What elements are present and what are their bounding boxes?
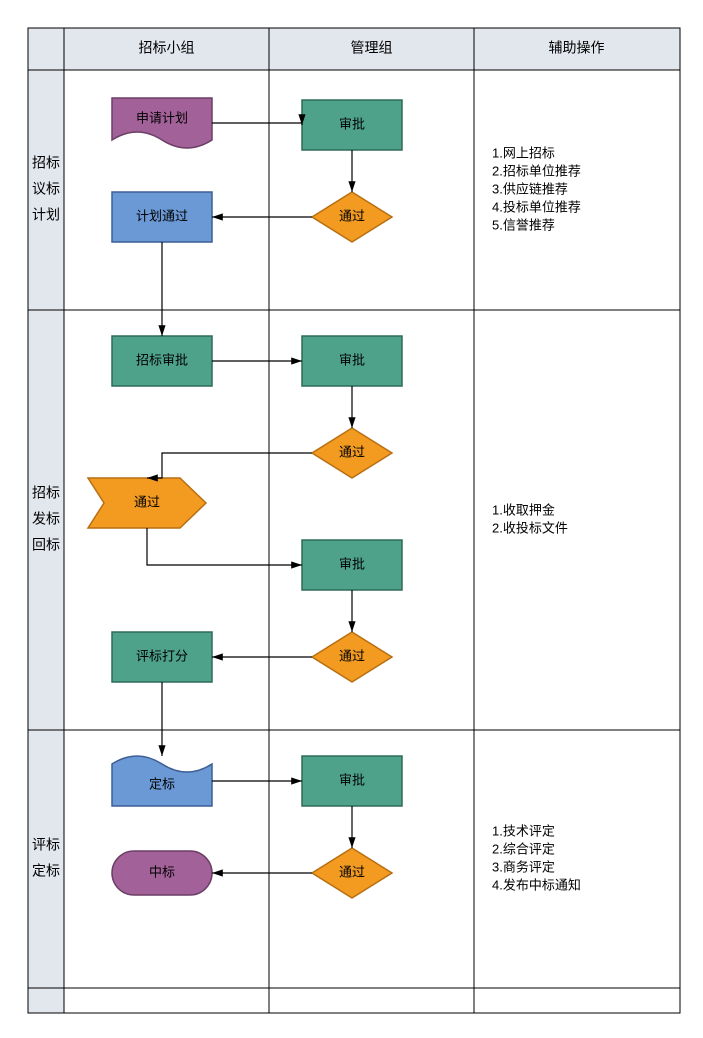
svg-text:通过: 通过 (339, 444, 365, 459)
flow-svg: 招标小组管理组辅助操作招标议标计划招标发标回标评标定标1.网上招标2.招标单位推… (0, 0, 703, 1038)
node-decide: 定标 (112, 756, 212, 806)
svg-text:通过: 通过 (339, 864, 365, 879)
node-score: 评标打分 (112, 632, 212, 682)
node-pass2: 通过 (312, 428, 392, 478)
edge (147, 528, 302, 565)
side-note-line: 5.信誉推荐 (492, 217, 555, 232)
col-header: 管理组 (351, 40, 393, 56)
node-approve2: 审批 (302, 336, 402, 386)
side-note-line: 3.供应链推荐 (492, 181, 568, 196)
node-apply_plan: 申请计划 (112, 98, 212, 148)
side-note-line: 1.收取押金 (492, 502, 555, 517)
side-note-line: 2.综合评定 (492, 841, 555, 856)
row-header-char: 招标 (32, 485, 60, 501)
side-note-line: 1.技术评定 (492, 823, 555, 838)
col-header: 招标小组 (139, 40, 195, 56)
node-pass_arrow: 通过 (88, 478, 206, 528)
node-pass1: 通过 (312, 192, 392, 242)
row-header-char: 评标 (32, 837, 60, 853)
row-header-char: 定标 (32, 863, 60, 879)
svg-text:定标: 定标 (149, 776, 175, 791)
svg-text:申请计划: 申请计划 (136, 110, 188, 125)
side-note-line: 2.收投标文件 (492, 520, 568, 535)
side-note-line: 2.招标单位推荐 (492, 163, 581, 178)
node-win: 中标 (112, 851, 212, 895)
node-approve3: 审批 (302, 540, 402, 590)
svg-text:通过: 通过 (339, 208, 365, 223)
col-header: 辅助操作 (549, 40, 605, 56)
node-approve1: 审批 (302, 100, 402, 150)
row-header-char: 发标 (32, 511, 60, 527)
svg-text:审批: 审批 (339, 772, 365, 787)
svg-text:招标审批: 招标审批 (136, 352, 188, 367)
svg-text:审批: 审批 (339, 556, 365, 571)
row-header-char: 计划 (32, 207, 60, 223)
side-note-line: 4.投标单位推荐 (492, 199, 581, 214)
svg-text:计划通过: 计划通过 (136, 208, 188, 223)
row-header-char: 招标 (32, 155, 60, 171)
node-pass4: 通过 (312, 848, 392, 898)
edge (212, 123, 302, 125)
svg-text:审批: 审批 (339, 352, 365, 367)
row-header-char: 回标 (32, 537, 60, 553)
edge (147, 453, 312, 478)
svg-text:评标打分: 评标打分 (136, 648, 188, 663)
node-approve4: 审批 (302, 756, 402, 806)
node-pass3: 通过 (312, 632, 392, 682)
side-note-line: 3.商务评定 (492, 859, 555, 874)
svg-text:中标: 中标 (149, 864, 175, 879)
node-plan_passed: 计划通过 (112, 192, 212, 242)
row-header-char: 议标 (32, 181, 60, 197)
side-note-line: 1.网上招标 (492, 145, 555, 160)
svg-text:通过: 通过 (339, 648, 365, 663)
svg-text:通过: 通过 (134, 494, 160, 509)
svg-text:审批: 审批 (339, 116, 365, 131)
node-bid_approve: 招标审批 (112, 336, 212, 386)
side-note-line: 4.发布中标通知 (492, 877, 581, 892)
